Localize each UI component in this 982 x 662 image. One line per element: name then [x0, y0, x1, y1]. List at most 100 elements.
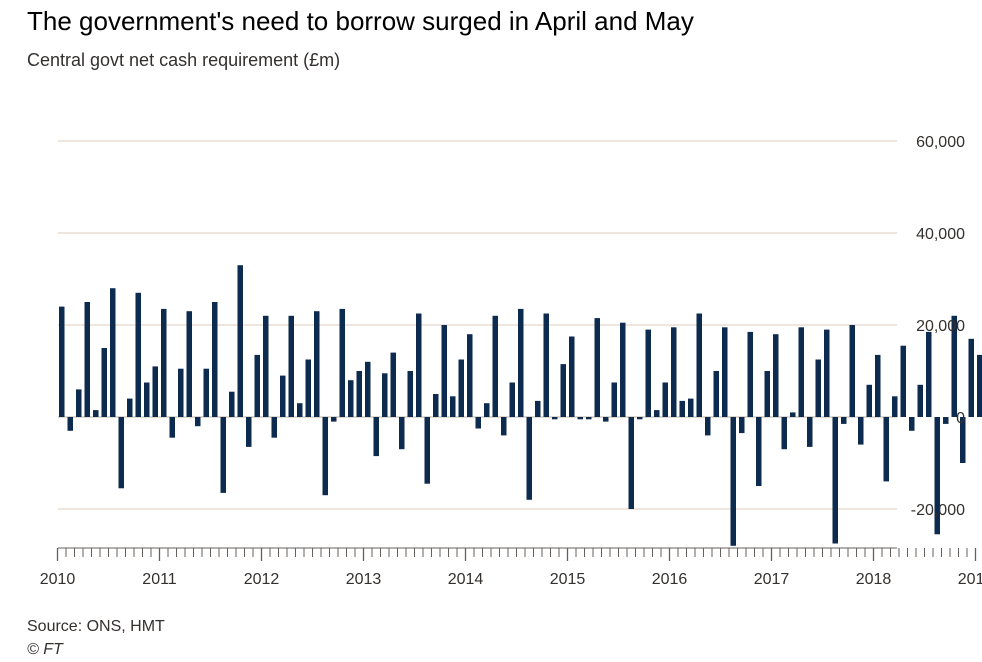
bar: [892, 396, 898, 417]
bar: [161, 308, 167, 417]
bar: [178, 368, 184, 417]
x-tick-label: 2013: [346, 571, 382, 588]
bar: [688, 398, 694, 417]
bar: [84, 302, 90, 417]
bar: [679, 400, 685, 417]
bar: [560, 364, 566, 417]
bar: [977, 354, 982, 417]
bar: [909, 417, 915, 431]
bar: [654, 410, 660, 417]
bar: [93, 410, 99, 417]
bar: [611, 382, 617, 417]
bar: [373, 417, 379, 457]
y-tick-label: 40,000: [916, 226, 965, 243]
bar: [739, 417, 745, 434]
bar: [628, 417, 634, 509]
bar: [424, 417, 430, 484]
bar: [569, 336, 575, 417]
bar: [501, 417, 507, 436]
copyright-note: © FT: [27, 641, 63, 658]
bar: [110, 288, 116, 417]
bar: [229, 391, 235, 417]
chart-title: The government's need to borrow surged i…: [27, 6, 694, 36]
bar: [747, 331, 753, 417]
bar: [875, 354, 881, 417]
bar: [101, 348, 107, 417]
bar: [433, 394, 439, 417]
bar: [280, 375, 286, 417]
x-tick-label: 2019: [958, 571, 982, 588]
bar: [152, 366, 158, 417]
bar: [951, 315, 957, 417]
bar: [144, 382, 150, 417]
bar: [705, 417, 711, 436]
bar: [917, 384, 923, 417]
bar: [475, 417, 481, 429]
bar: [169, 417, 175, 438]
bar: [543, 313, 549, 417]
bar: [815, 359, 821, 417]
bar: [271, 417, 277, 438]
bar: [926, 331, 932, 417]
bar: [237, 265, 243, 417]
bar: [365, 361, 371, 417]
bar: [756, 417, 762, 486]
bar: [135, 292, 141, 417]
bar: [59, 306, 65, 417]
bar: [637, 417, 643, 420]
bar: [518, 308, 524, 417]
bar: [339, 308, 345, 417]
bar: [390, 352, 396, 417]
bar: [620, 322, 626, 417]
bar: [382, 373, 388, 417]
bar: [883, 417, 889, 482]
bar: [960, 417, 966, 463]
bar: [773, 334, 779, 417]
bar: [790, 412, 796, 417]
bar: [348, 380, 354, 417]
bar: [781, 417, 787, 450]
x-tick-label: 2014: [448, 571, 484, 588]
gridlines: [58, 140, 897, 510]
y-tick-label: -20,000: [911, 502, 965, 519]
bar: [968, 338, 974, 417]
bar: [220, 417, 226, 493]
x-tick-label: 2012: [244, 571, 280, 588]
bar: [246, 417, 252, 447]
bar: [509, 382, 515, 417]
x-tick-label: 2011: [142, 571, 177, 588]
bar: [807, 417, 813, 447]
bar: [798, 327, 804, 417]
bar: [76, 389, 82, 417]
x-tick-label: 2016: [652, 571, 688, 588]
bar: [67, 417, 73, 431]
bar: [127, 398, 133, 417]
bar: [552, 417, 558, 420]
bar: [722, 327, 728, 417]
bar: [934, 417, 940, 535]
bar: [858, 417, 864, 445]
bar: [305, 359, 311, 417]
y-axis-labels: 60,000 40,000 20,000 0 -20,000: [911, 134, 965, 519]
bar: [603, 417, 609, 422]
bar: [263, 315, 269, 417]
y-tick-label: 20,000: [916, 318, 965, 335]
bar: [450, 396, 456, 417]
bar: [577, 417, 583, 420]
bar: [322, 417, 328, 496]
bar: [186, 311, 192, 417]
bar: [594, 318, 600, 417]
x-axis: 2010 2011 2012 2013 2014 2015 2016 2017 2018 2019…: [40, 547, 982, 588]
bar: [195, 417, 201, 427]
bar: [254, 354, 260, 417]
bar: [203, 368, 209, 417]
x-tick-label: 2010: [40, 571, 76, 588]
bar: [730, 417, 736, 546]
bar: [832, 417, 838, 544]
x-tick-label: 2017: [754, 571, 790, 588]
bar: [943, 417, 949, 424]
bar: [526, 417, 532, 500]
bar: [407, 371, 413, 417]
source-note: Source: ONS, HMT: [27, 618, 165, 635]
